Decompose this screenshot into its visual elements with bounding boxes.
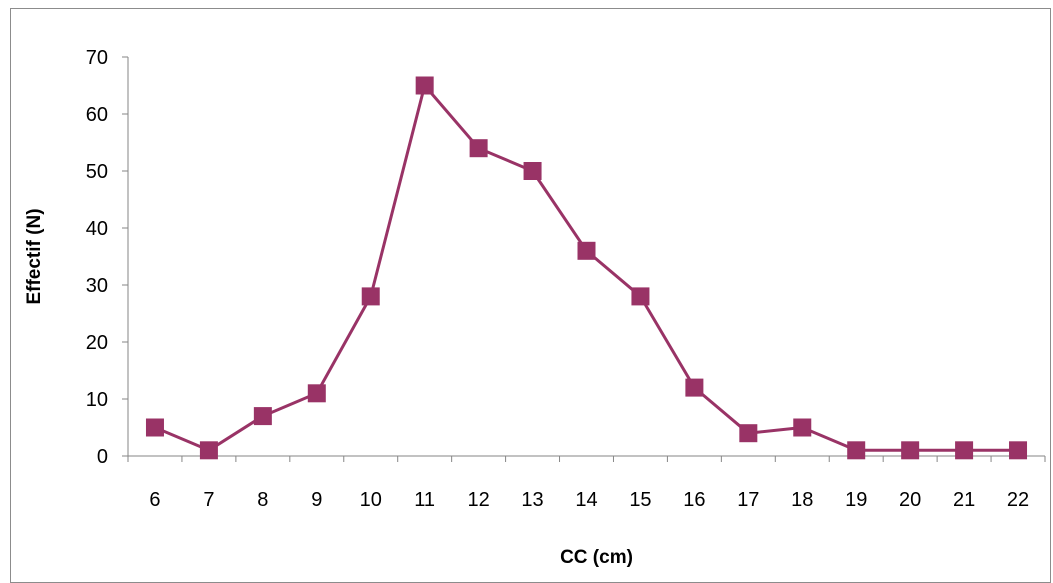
y-tick-label: 30 [86, 275, 108, 297]
y-tick-label: 40 [86, 218, 108, 240]
x-tick-label: 17 [737, 489, 759, 511]
data-point-marker [1009, 441, 1028, 460]
y-tick-label: 0 [97, 446, 108, 468]
data-point-marker [307, 384, 326, 403]
data-point-marker [145, 418, 164, 437]
y-tick-label: 10 [86, 389, 108, 411]
x-tick-label: 15 [629, 489, 651, 511]
y-tick-label: 70 [86, 47, 108, 69]
x-axis-title: CC (cm) [560, 547, 633, 568]
x-tick-label: 11 [414, 489, 435, 511]
data-point-marker [199, 441, 218, 460]
data-point-marker [415, 76, 434, 95]
x-tick-label: 13 [521, 489, 543, 511]
chart-area [10, 8, 1051, 583]
x-tick-label: 7 [203, 489, 214, 511]
x-tick-label: 6 [149, 489, 160, 511]
data-point-marker [901, 441, 920, 460]
x-tick-label: 8 [257, 489, 268, 511]
series-markers [145, 76, 1028, 460]
y-tick-label: 20 [86, 332, 108, 354]
data-point-marker [955, 441, 974, 460]
y-axis-ticks: 0 10 20 30 40 50 60 70 [86, 47, 128, 468]
x-tick-label: 12 [467, 489, 489, 511]
data-point-marker [469, 139, 488, 158]
x-tick-label: 21 [953, 489, 975, 511]
series-line [154, 84, 1019, 452]
x-tick-label: 20 [899, 489, 921, 511]
x-tick-label: 19 [845, 489, 867, 511]
y-tick-label: 50 [86, 161, 108, 183]
y-axis-title: Effectif (N) [24, 208, 45, 304]
x-axis-ticks: 6 7 8 9 10 11 12 13 14 15 16 17 18 19 20 21 22 [127, 456, 1046, 511]
data-point-marker [685, 378, 704, 397]
data-point-marker [577, 241, 596, 260]
x-tick-label: 16 [683, 489, 705, 511]
data-point-marker [631, 287, 650, 306]
y-tick-label: 60 [86, 104, 108, 126]
x-tick-label: 18 [791, 489, 813, 511]
data-point-marker [361, 287, 380, 306]
x-tick-label: 14 [575, 489, 597, 511]
x-tick-label: 22 [1007, 489, 1029, 511]
data-point-marker [793, 418, 812, 437]
x-tick-label: 9 [311, 489, 322, 511]
x-tick-label: 10 [360, 489, 382, 511]
data-point-marker [523, 162, 542, 180]
data-point-marker [253, 407, 272, 426]
data-point-marker [739, 424, 758, 443]
data-point-marker [847, 441, 866, 460]
